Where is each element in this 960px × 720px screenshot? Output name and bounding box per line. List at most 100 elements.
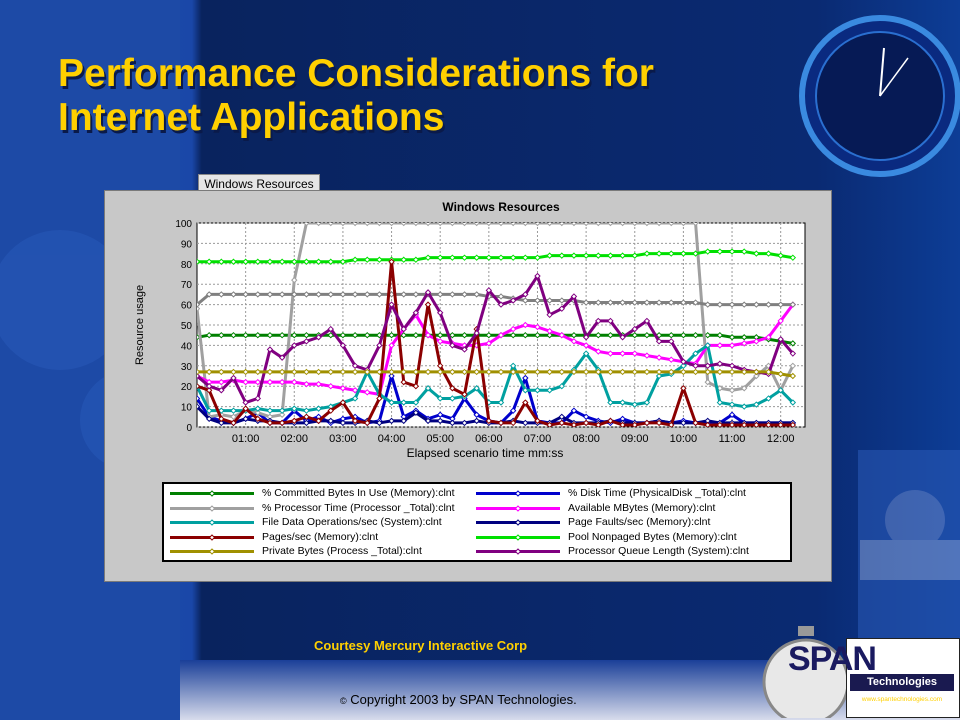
data-point: [388, 223, 395, 227]
chart-legend: % Committed Bytes In Use (Memory):clnt % …: [162, 482, 792, 562]
x-tick-label: 07:00: [524, 433, 552, 445]
data-point: [534, 223, 541, 227]
data-point: [668, 299, 675, 306]
slide-title-line1: Performance Considerations for: [58, 52, 654, 95]
data-point: [595, 331, 602, 339]
data-point: [765, 301, 772, 308]
slide-title-line2: Internet Applications: [58, 96, 445, 139]
legend-label: Page Faults/sec (Memory):clnt: [568, 516, 711, 528]
data-point: [595, 368, 602, 376]
data-point: [315, 417, 322, 425]
y-tick-label: 40: [181, 341, 193, 352]
data-point: [619, 350, 626, 357]
data-point: [424, 301, 432, 308]
data-point: [364, 291, 371, 298]
data-point: [327, 417, 334, 425]
data-point: [680, 223, 687, 227]
data-point: [473, 417, 480, 425]
data-point: [619, 399, 626, 406]
data-point: [595, 252, 602, 259]
y-tick-label: 0: [186, 423, 192, 434]
data-point: [303, 223, 310, 227]
data-point: [765, 334, 772, 341]
tab-windows-resources[interactable]: Windows Resources: [198, 174, 320, 193]
data-point: [436, 338, 444, 345]
data-point: [315, 368, 322, 376]
data-point: [728, 411, 736, 418]
data-point: [291, 258, 298, 265]
data-point: [436, 417, 444, 425]
data-point: [643, 419, 651, 427]
data-point: [485, 340, 493, 347]
data-point: [558, 382, 566, 390]
data-point: [668, 250, 675, 257]
data-point: [655, 250, 663, 257]
data-point: [558, 297, 566, 304]
data-point: [497, 254, 505, 261]
data-point: [570, 407, 578, 414]
copyright-text: © Copyright 2003 by SPAN Technologies.: [340, 692, 577, 707]
data-point: [230, 413, 237, 421]
data-point: [376, 342, 383, 349]
data-point: [339, 291, 347, 298]
data-point: [740, 301, 748, 308]
data-point: [278, 368, 286, 376]
data-point: [412, 382, 420, 390]
copyright-symbol: ©: [340, 696, 347, 706]
data-point: [339, 385, 347, 392]
data-point: [254, 258, 262, 265]
data-point: [716, 368, 724, 376]
data-point: [424, 385, 432, 392]
data-point: [522, 387, 529, 394]
data-point: [205, 407, 213, 414]
data-point: [728, 301, 736, 308]
data-point: [534, 272, 541, 280]
data-point: [254, 378, 262, 386]
logo-url: www.spantechnologies.com: [861, 696, 943, 703]
data-point: [753, 301, 760, 308]
data-point: [509, 368, 517, 376]
data-point: [197, 368, 201, 376]
data-point: [291, 378, 298, 386]
data-point: [655, 372, 663, 380]
data-point: [242, 415, 249, 423]
series-7: [197, 248, 797, 265]
data-point: [303, 291, 310, 298]
data-point: [485, 368, 493, 376]
data-point: [412, 256, 420, 263]
data-point: [509, 362, 517, 370]
data-point: [400, 378, 407, 386]
copyright-line: Copyright 2003 by SPAN Technologies.: [350, 692, 577, 707]
legend-label: Processor Queue Length (System):clnt: [568, 545, 749, 557]
data-point: [497, 293, 505, 300]
data-point: [655, 368, 663, 376]
data-point: [704, 368, 711, 376]
data-point: [218, 378, 225, 386]
data-point: [388, 417, 395, 425]
data-point: [619, 252, 626, 259]
data-point: [412, 399, 420, 406]
data-point: [497, 368, 505, 376]
data-point: [704, 248, 711, 255]
x-tick-label: 09:00: [621, 433, 649, 445]
data-point: [291, 331, 298, 339]
data-point: [595, 299, 602, 306]
data-point: [315, 334, 322, 341]
x-axis-label: Elapsed scenario time mm:ss: [407, 446, 564, 460]
data-point: [254, 395, 262, 402]
data-point: [230, 407, 237, 414]
data-point: [218, 291, 225, 298]
data-point: [740, 334, 748, 341]
legend-entry: Pool Nonpaged Bytes (Memory):clnt: [474, 531, 774, 544]
data-point: [424, 254, 432, 261]
data-point: [570, 252, 578, 259]
x-tick-label: 04:00: [378, 433, 406, 445]
y-tick-label: 10: [181, 403, 193, 414]
legend-entry: % Disk Time (PhysicalDisk _Total):clnt: [474, 487, 774, 500]
y-tick-label: 80: [181, 260, 193, 271]
data-point: [315, 291, 322, 298]
data-point: [449, 291, 456, 298]
data-point: [364, 331, 371, 339]
data-point: [436, 362, 444, 370]
data-point: [558, 413, 566, 421]
